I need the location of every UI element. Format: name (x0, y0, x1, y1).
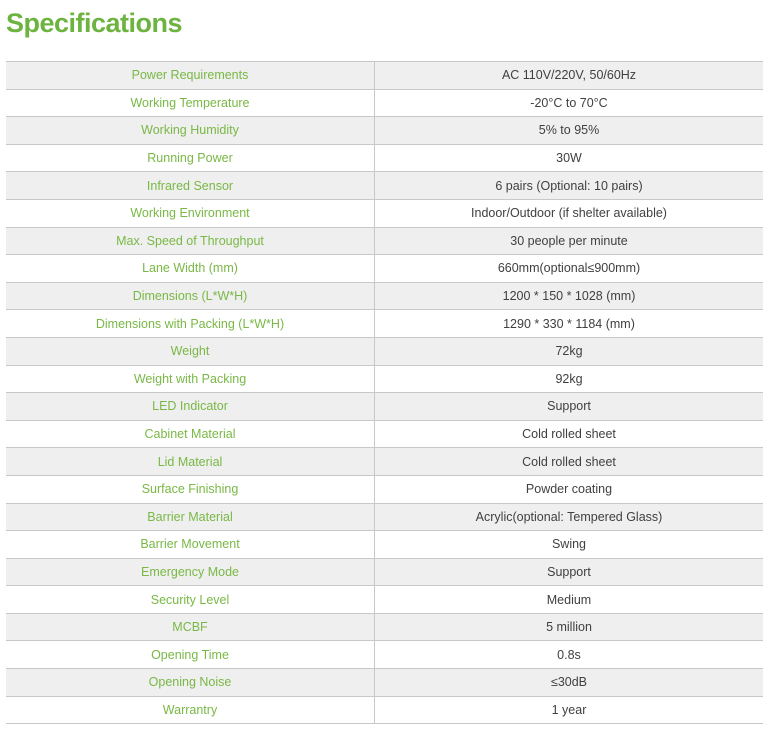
table-row: Security Level Medium (6, 585, 763, 614)
spec-value: AC 110V/220V, 50/60Hz (374, 61, 763, 90)
spec-label: Infrared Sensor (6, 171, 375, 200)
spec-label: Cabinet Material (6, 419, 375, 448)
spec-value: 0.8s (374, 640, 763, 669)
table-row: Barrier Movement Swing (6, 530, 763, 559)
spec-value: 5 million (374, 612, 763, 641)
table-row: Weight 72kg (6, 336, 763, 366)
table-row: Weight with Packing 92kg (6, 364, 763, 393)
spec-value: 30 people per minute (374, 226, 763, 255)
table-row: Working Temperature -20°C to 70°C (6, 88, 763, 117)
spec-value: 92kg (374, 364, 763, 393)
spec-value: 5% to 95% (374, 116, 763, 145)
table-row: Max. Speed of Throughput 30 people per mi… (6, 226, 763, 255)
table-row: Surface Finishing Powder coating (6, 474, 763, 503)
spec-label: Dimensions with Packing (L*W*H) (6, 309, 375, 338)
specifications-table: Power Requirements AC 110V/220V, 50/60Hz … (6, 61, 763, 725)
spec-value: Medium (374, 585, 763, 614)
spec-value: 1 year (374, 695, 763, 725)
spec-value: Powder coating (374, 474, 763, 503)
spec-label: Barrier Material (6, 502, 375, 531)
spec-value: Support (374, 392, 763, 421)
table-row: Opening Noise ≤30dB (6, 668, 763, 697)
spec-value: ≤30dB (374, 668, 763, 697)
spec-label: Warrantry (6, 695, 375, 725)
spec-label: Weight (6, 336, 375, 366)
spec-value: 30W (374, 143, 763, 172)
spec-label: Security Level (6, 585, 375, 614)
spec-label: Working Temperature (6, 88, 375, 117)
spec-label: Working Environment (6, 198, 375, 228)
spec-value: Swing (374, 530, 763, 559)
spec-label: LED Indicator (6, 392, 375, 421)
spec-label: MCBF (6, 612, 375, 641)
spec-label: Power Requirements (6, 61, 375, 90)
spec-value: -20°C to 70°C (374, 88, 763, 117)
spec-value: 1200 * 150 * 1028 (mm) (374, 281, 763, 310)
spec-value: Cold rolled sheet (374, 419, 763, 448)
spec-value: 72kg (374, 336, 763, 366)
spec-label: Lane Width (mm) (6, 254, 375, 283)
table-row: Working Environment Indoor/Outdoor (if sh… (6, 198, 763, 228)
table-row: Working Humidity 5% to 95% (6, 116, 763, 145)
spec-label: Dimensions (L*W*H) (6, 281, 375, 310)
spec-label: Max. Speed of Throughput (6, 226, 375, 255)
spec-value: Indoor/Outdoor (if shelter available) (374, 198, 763, 228)
spec-label: Weight with Packing (6, 364, 375, 393)
spec-label: Barrier Movement (6, 530, 375, 559)
spec-value: 6 pairs (Optional: 10 pairs) (374, 171, 763, 200)
table-row: Lid Material Cold rolled sheet (6, 447, 763, 476)
spec-value: Support (374, 557, 763, 586)
table-row: LED Indicator Support (6, 392, 763, 421)
spec-label: Emergency Mode (6, 557, 375, 586)
spec-value: 1290 * 330 * 1184 (mm) (374, 309, 763, 338)
table-row: Power Requirements AC 110V/220V, 50/60Hz (6, 61, 763, 90)
spec-label: Opening Noise (6, 668, 375, 697)
table-row: Dimensions (L*W*H) 1200 * 150 * 1028 (mm) (6, 281, 763, 310)
spec-value: Acrylic(optional: Tempered Glass) (374, 502, 763, 531)
spec-label: Surface Finishing (6, 474, 375, 503)
spec-label: Lid Material (6, 447, 375, 476)
table-row: Dimensions with Packing (L*W*H) 1290 * 33… (6, 309, 763, 338)
spec-label: Opening Time (6, 640, 375, 669)
spec-label: Working Humidity (6, 116, 375, 145)
table-row: Infrared Sensor 6 pairs (Optional: 10 pai… (6, 171, 763, 200)
table-row: Cabinet Material Cold rolled sheet (6, 419, 763, 448)
table-row: Barrier Material Acrylic(optional: Temper… (6, 502, 763, 531)
spec-value: Cold rolled sheet (374, 447, 763, 476)
table-row: Warrantry 1 year (6, 695, 763, 725)
table-row: Running Power 30W (6, 143, 763, 172)
table-row: MCBF 5 million (6, 612, 763, 641)
spec-value: 660mm(optional≤900mm) (374, 254, 763, 283)
table-row: Lane Width (mm) 660mm(optional≤900mm) (6, 254, 763, 283)
page-title: Specifications (6, 8, 183, 38)
specifications-table-body: Power Requirements AC 110V/220V, 50/60Hz … (6, 61, 763, 725)
spec-label: Running Power (6, 143, 375, 172)
table-row: Emergency Mode Support (6, 557, 763, 586)
table-row: Opening Time 0.8s (6, 640, 763, 669)
